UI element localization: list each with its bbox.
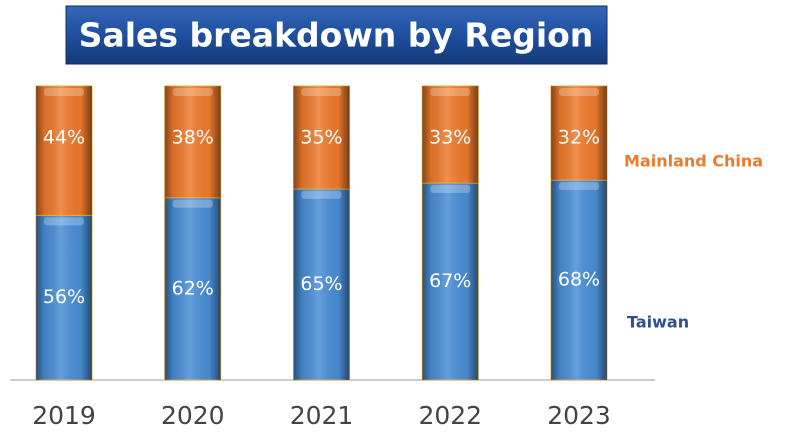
bar-highlight [44,217,84,226]
data-label: 56% [43,286,85,308]
data-label: 44% [43,127,85,149]
legend-label: Taiwan [627,313,689,332]
bar-highlight [172,88,213,96]
bar-shade [36,86,92,216]
bar-highlight [430,88,471,96]
x-tick-label: 2020 [161,401,225,430]
bar-highlight [559,88,599,96]
data-label: 32% [558,127,600,149]
data-label: 35% [300,127,342,149]
bar-highlight [301,88,342,96]
data-label: 38% [172,127,214,149]
bar-shade [164,86,221,198]
x-tick-label: 2022 [418,401,482,430]
bar-shade [422,183,479,380]
x-tick-label: 2021 [290,401,354,430]
bar-shade [164,197,221,380]
data-label: 65% [300,273,342,295]
bar-shade [551,180,607,380]
bar-shade [551,86,607,181]
bar-highlight [559,182,599,191]
x-tick-label: 2023 [547,401,611,430]
data-label: 62% [172,277,214,299]
bar-highlight [44,88,84,96]
bar-shade [36,215,92,380]
bar-shade [293,188,350,380]
x-tick-label: 2019 [32,401,96,430]
bar-highlight [430,185,471,194]
data-label: 33% [429,127,471,149]
bar-highlight [172,199,213,208]
bar-highlight [301,190,342,199]
bar-shade [293,86,350,189]
title-box [65,5,608,65]
legend-label: Mainland China [624,152,763,171]
data-label: 67% [429,270,471,292]
bar-shade [422,86,479,184]
chart-title: Sales breakdown by Region [79,16,594,55]
data-label: 68% [558,269,600,291]
